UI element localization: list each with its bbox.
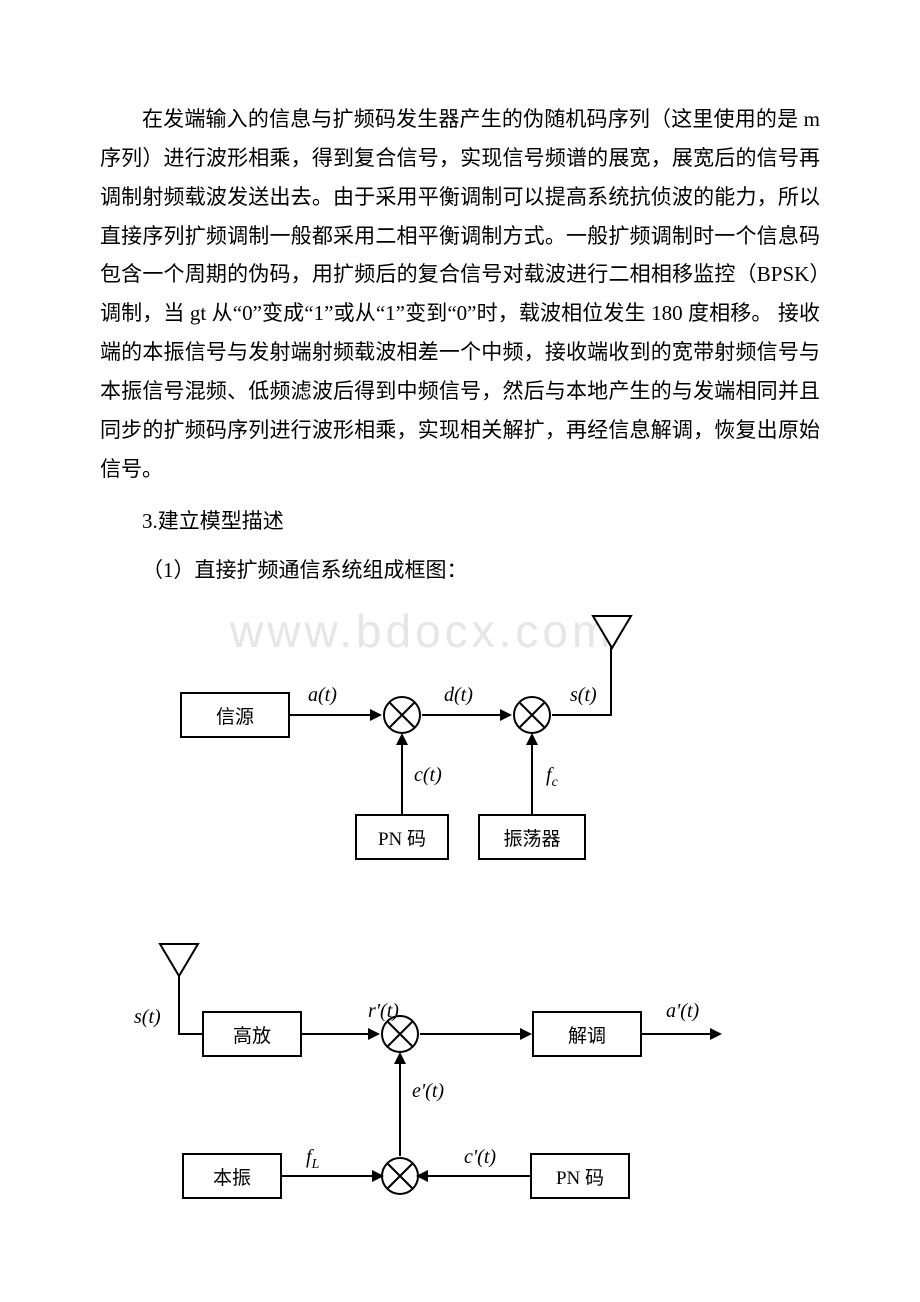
signal-label-f-c: fc xyxy=(546,764,558,791)
connector-line xyxy=(642,1033,716,1035)
arrow-icon xyxy=(368,1028,380,1040)
connector-line xyxy=(531,735,533,814)
transmitter-block-diagram: www.bdocx.com 信源 a(t) d(t) xyxy=(110,618,830,888)
pn-code-block: PN 码 xyxy=(530,1153,630,1199)
arrow-icon xyxy=(520,1028,532,1040)
multiplier-node xyxy=(382,695,422,735)
arrow-icon xyxy=(372,1170,384,1182)
section-heading-model: 3.建立模型描述 xyxy=(100,502,820,541)
oscillator-block: 振荡器 xyxy=(478,814,586,860)
arrow-icon xyxy=(396,733,408,745)
antenna-icon xyxy=(591,614,633,655)
multiplier-node xyxy=(380,1156,420,1196)
label-sub-L: L xyxy=(312,1157,320,1172)
arrow-icon xyxy=(500,709,512,721)
connector-line xyxy=(401,735,403,814)
connector-line xyxy=(552,714,612,716)
connector-line xyxy=(610,646,612,716)
connector-line xyxy=(302,1033,376,1035)
connector-line xyxy=(420,1175,530,1177)
arrow-icon xyxy=(370,709,382,721)
signal-label-c-prime-t: c'(t) xyxy=(464,1146,496,1169)
demodulator-block: 解调 xyxy=(532,1011,642,1057)
arrow-icon xyxy=(710,1028,722,1040)
subsection-heading-block-diagram: （1）直接扩频通信系统组成框图： xyxy=(100,551,820,590)
connector-line xyxy=(420,1033,528,1035)
signal-label-r-t: r'(t) xyxy=(368,1000,399,1023)
connector-line xyxy=(422,714,508,716)
watermark-text: www.bdocx.com xyxy=(230,604,614,658)
connector-line xyxy=(282,1175,380,1177)
connector-line xyxy=(290,714,378,716)
receiver-block-diagram: s(t) 高放 r'(t) 解调 a'(t) e'(t) xyxy=(90,938,810,1238)
local-oscillator-block: 本振 xyxy=(182,1153,282,1199)
signal-label-d-t: d(t) xyxy=(444,684,473,707)
arrow-icon xyxy=(416,1170,428,1182)
multiplier-node xyxy=(512,695,552,735)
signal-label-s-t: s(t) xyxy=(134,1006,161,1029)
pn-code-block: PN 码 xyxy=(355,814,449,860)
label-sub-c: c xyxy=(552,775,558,790)
signal-label-s-t: s(t) xyxy=(570,684,597,707)
antenna-icon xyxy=(158,942,200,983)
connector-line xyxy=(399,1054,401,1156)
body-paragraph-1: 在发端输入的信息与扩频码发生器产生的伪随机码序列（这里使用的是 m 序列）进行波… xyxy=(100,100,820,488)
signal-label-a-prime-t: a'(t) xyxy=(666,1000,699,1023)
signal-label-e-prime-t: e'(t) xyxy=(412,1080,444,1103)
arrow-icon xyxy=(394,1052,406,1064)
document-page: 在发端输入的信息与扩频码发生器产生的伪随机码序列（这里使用的是 m 序列）进行波… xyxy=(0,0,920,1278)
source-block: 信源 xyxy=(180,692,290,738)
signal-label-f-L: fL xyxy=(306,1146,319,1173)
rf-amplifier-block: 高放 xyxy=(202,1011,302,1057)
connector-line xyxy=(178,974,180,1034)
signal-label-a-t: a(t) xyxy=(308,684,337,707)
signal-label-c-t: c(t) xyxy=(414,764,442,787)
arrow-icon xyxy=(526,733,538,745)
